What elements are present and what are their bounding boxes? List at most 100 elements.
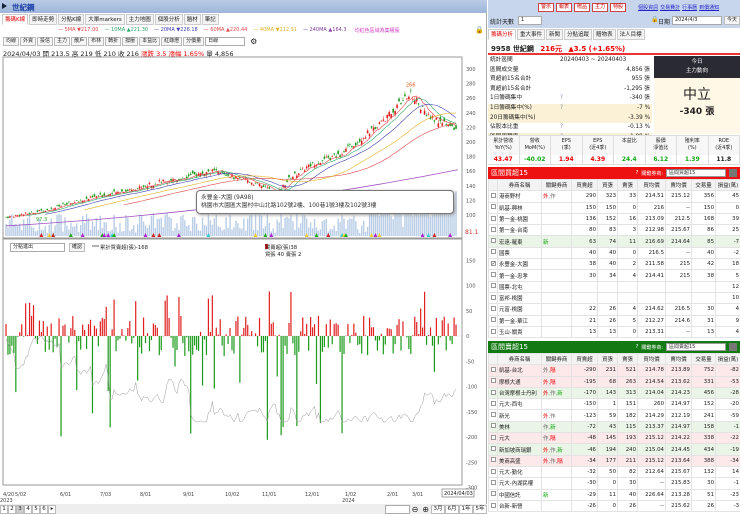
indicator-select[interactable]: 分點進出 [10, 243, 65, 252]
broker-name[interactable]: 元大-西屯 [497, 398, 542, 411]
column-header[interactable]: 賣均價 [665, 352, 692, 366]
row-checkbox[interactable] [488, 375, 498, 388]
row-checkbox[interactable] [488, 235, 498, 248]
column-header[interactable]: 賣張 [617, 352, 638, 366]
gear-icon[interactable]: ⚙ [250, 37, 258, 46]
table-row[interactable]: 新光 外,作 -123 59 182 214.29 212.19 241 -59 [488, 409, 740, 422]
top-button[interactable]: 特股 [610, 2, 627, 12]
page-button[interactable]: 6 [40, 504, 48, 514]
row-checkbox[interactable] [488, 443, 498, 456]
toolbar-button[interactable]: 紅綠燈 [161, 37, 183, 46]
table-row[interactable]: 第一金-台南 80 83 3 212.98 215.67 86 25 [488, 224, 740, 237]
tab-right-0[interactable]: 籌碼分析 [488, 29, 517, 40]
top-link[interactable]: 到價通知 [699, 4, 720, 11]
tab-right-1[interactable]: 重大事件 [517, 29, 546, 40]
broker-name[interactable]: 永豐金-大園 [497, 258, 542, 271]
column-header[interactable]: 賣均價 [665, 178, 692, 192]
column-header[interactable]: 買賣超 [571, 352, 598, 366]
column-header[interactable]: 交易量 [691, 178, 716, 192]
page-button[interactable]: 4 [24, 504, 32, 514]
top-button[interactable]: 警示 [538, 2, 555, 12]
zoom-in-icon[interactable]: ⊕ [422, 504, 429, 514]
row-checkbox[interactable] [488, 488, 498, 501]
help-icon[interactable] [560, 66, 590, 76]
table-row[interactable]: 元大-西屯 -150 1 151 260 214.97 152 -20 [488, 398, 740, 411]
broker-name[interactable]: 摩根大通 [497, 375, 542, 388]
toolbar-button[interactable]: 布林 [88, 37, 105, 46]
table-row[interactable]: 台灣摩根士丹利 外,作,新 -170 143 313 214.04 214.23 456 -28 [488, 386, 740, 400]
broker-name[interactable]: 美林 [497, 420, 542, 434]
table-row[interactable]: 第一金-華江 21 26 5 212.27 214.6 31 9 [488, 314, 740, 327]
column-header[interactable]: 買均價 [637, 352, 666, 366]
help-icon[interactable]: ? [560, 95, 564, 102]
toolbar-button[interactable]: 均線 [3, 37, 20, 46]
top-button[interactable]: 贈品 [574, 2, 591, 12]
column-header[interactable]: 關鍵券商 [541, 352, 572, 366]
toolbar-button[interactable]: 投信 [37, 37, 54, 46]
column-header[interactable]: 買賣超 [571, 178, 598, 192]
row-checkbox[interactable] [488, 201, 498, 214]
table-row[interactable]: 凱基-台北 外,隔 -290 231 521 214.78 213.89 752 -82 [488, 364, 740, 377]
row-checkbox[interactable] [488, 420, 498, 434]
table-row[interactable]: 美商高盛 外,作,隔 -34 177 211 215.12 213.64 388 -34 [488, 454, 740, 467]
broker-name[interactable]: 台灣摩根士丹利 [497, 386, 542, 400]
table-row[interactable]: 第一金-忠孝 30 34 4 214.41 215 38 5 [488, 269, 740, 282]
row-checkbox[interactable] [488, 477, 498, 490]
date-picker[interactable]: 2024/4/3 [672, 16, 722, 25]
table-row[interactable]: 國票-北屯 12 [488, 280, 740, 293]
row-checkbox[interactable] [488, 454, 498, 467]
row-checkbox[interactable] [488, 212, 498, 226]
top-button[interactable]: 報表 [556, 2, 573, 12]
column-header[interactable]: 交易量 [691, 352, 716, 366]
broker-name[interactable]: 元大-勤化 [497, 465, 542, 479]
broker-name[interactable]: 凱基-興林 [497, 201, 542, 214]
table-row[interactable]: 宏遠-羅東新 63 74 11 216.69 214.64 85 -7 [488, 235, 740, 248]
table-row[interactable]: 富邦-桃園 10 [488, 291, 740, 305]
row-checkbox[interactable] [488, 398, 498, 411]
top-link[interactable]: 行事曆 [682, 4, 698, 11]
column-header[interactable] [488, 352, 498, 366]
table-row[interactable]: 新加坡商瑞銀 外,作,新 -46 194 240 215.04 214.45 434 -19 [488, 443, 740, 456]
broker-name[interactable]: 美商高盛 [497, 454, 542, 467]
row-checkbox[interactable] [488, 409, 498, 422]
table-row[interactable]: 港商野村 外,作 290 323 33 214.51 215.12 356 45 [488, 190, 740, 203]
settings-icon[interactable] [729, 343, 737, 351]
period-select[interactable]: 日線 [205, 37, 246, 46]
tab-right-4[interactable]: 贈物表 [593, 29, 616, 40]
row-checkbox[interactable] [488, 314, 498, 327]
date-input[interactable] [384, 504, 410, 514]
row-checkbox[interactable] [488, 280, 498, 293]
help-icon[interactable] [560, 85, 590, 95]
price-chart[interactable]: 300 280 260 240 220 200 180 160 140 120 100 81.1 266… [0, 56, 487, 504]
help-icon[interactable]: ? [635, 170, 639, 176]
tab-chart-7[interactable]: 筆記 [201, 14, 219, 25]
tab-right-2[interactable]: 新聞 [546, 29, 564, 40]
broker-name[interactable]: 元大 [497, 432, 542, 445]
tab-chart-6[interactable]: 題材 [183, 14, 201, 25]
confirm-button[interactable]: 確認 [69, 243, 86, 252]
lock-icon[interactable]: 🔒 [475, 26, 484, 34]
tab-chart-2[interactable]: 分點K線 [58, 14, 85, 25]
row-checkbox[interactable]: ✓ [488, 258, 498, 271]
table-row[interactable]: 凱基-興林 150 150 0 216 -- 150 0 [488, 201, 740, 214]
broker-name[interactable]: 國票-北屯 [497, 280, 542, 293]
range-button[interactable]: 6月 [445, 504, 459, 514]
table-row[interactable]: 美林 作,新 -72 43 115 213.37 214.97 158 -1 [488, 420, 740, 434]
row-checkbox[interactable] [488, 303, 498, 316]
next-page-icon[interactable]: ▸ [48, 504, 56, 514]
column-header[interactable]: 券商名稱 [497, 352, 542, 366]
toolbar-button[interactable]: 外資 [20, 37, 37, 46]
page-button[interactable]: 3 [16, 504, 24, 514]
broker-name[interactable]: 台新-新營 [497, 499, 542, 513]
row-checkbox[interactable] [488, 499, 498, 513]
row-checkbox[interactable] [488, 269, 498, 282]
tab-chart-3[interactable]: 大單markers [85, 14, 125, 25]
stat-days-select[interactable]: 1 [518, 16, 542, 25]
table-row[interactable]: 玉山-關貴 13 13 0 213.31 -- 13 4 [488, 325, 740, 339]
tab-chart-5[interactable]: 個股分析 [154, 14, 183, 25]
broker-name[interactable]: 玉山-關貴 [497, 325, 542, 339]
top-button[interactable]: 主力 [592, 2, 609, 12]
row-checkbox[interactable] [488, 386, 498, 400]
row-checkbox[interactable] [488, 224, 498, 237]
broker-name[interactable]: 第一金-台南 [497, 224, 542, 237]
